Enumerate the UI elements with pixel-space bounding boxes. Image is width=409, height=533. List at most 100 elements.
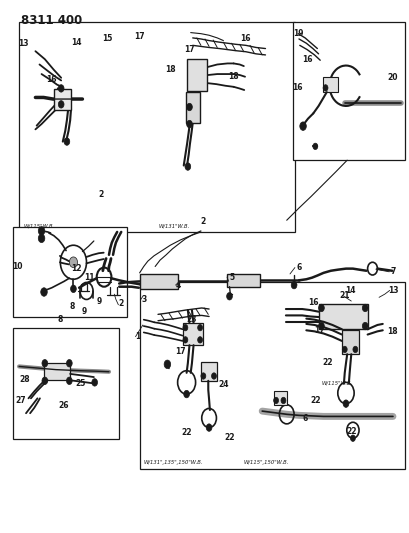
Text: W/115"W.B.: W/115"W.B. bbox=[321, 381, 352, 386]
Text: 27: 27 bbox=[16, 396, 26, 405]
Text: 8: 8 bbox=[57, 315, 63, 324]
Text: 22: 22 bbox=[346, 427, 357, 436]
Circle shape bbox=[69, 257, 77, 268]
Text: W/115"W.B.: W/115"W.B. bbox=[23, 223, 54, 228]
Circle shape bbox=[58, 85, 64, 92]
Text: W/131"W.B.: W/131"W.B. bbox=[157, 223, 189, 228]
Text: 17: 17 bbox=[175, 347, 185, 356]
Text: 12: 12 bbox=[71, 264, 81, 273]
Bar bbox=[43, 364, 70, 380]
Bar bbox=[273, 391, 286, 405]
Circle shape bbox=[186, 120, 192, 128]
Text: 17: 17 bbox=[184, 45, 194, 54]
Circle shape bbox=[226, 293, 232, 300]
Text: W/115",150"W.B.: W/115",150"W.B. bbox=[243, 460, 288, 465]
Circle shape bbox=[164, 360, 170, 368]
Text: 28: 28 bbox=[19, 375, 29, 384]
Circle shape bbox=[312, 143, 317, 150]
Circle shape bbox=[186, 103, 192, 111]
Circle shape bbox=[211, 373, 216, 379]
Text: 5: 5 bbox=[229, 273, 234, 281]
Circle shape bbox=[38, 227, 45, 235]
Text: 6: 6 bbox=[302, 414, 307, 423]
Text: 14: 14 bbox=[71, 38, 81, 47]
Circle shape bbox=[64, 138, 70, 146]
Bar bbox=[13, 328, 119, 439]
Circle shape bbox=[322, 85, 327, 91]
Text: 17: 17 bbox=[134, 33, 144, 42]
Circle shape bbox=[183, 390, 189, 398]
Bar bbox=[54, 90, 71, 110]
Text: 1: 1 bbox=[135, 332, 140, 341]
Bar bbox=[19, 22, 294, 232]
Text: 10: 10 bbox=[12, 262, 22, 271]
Circle shape bbox=[197, 337, 202, 343]
Text: 13: 13 bbox=[387, 286, 397, 295]
Text: 22: 22 bbox=[224, 433, 234, 442]
Circle shape bbox=[184, 163, 190, 170]
Text: 16: 16 bbox=[240, 35, 250, 44]
Text: 4: 4 bbox=[175, 280, 181, 289]
Text: 7: 7 bbox=[389, 268, 395, 276]
Bar bbox=[323, 77, 337, 92]
Text: 18: 18 bbox=[228, 71, 238, 80]
Circle shape bbox=[273, 397, 278, 403]
Text: W/131",135",150"W.B.: W/131",135",150"W.B. bbox=[144, 460, 203, 465]
Circle shape bbox=[342, 346, 346, 353]
Circle shape bbox=[206, 424, 211, 431]
Text: 22: 22 bbox=[321, 358, 332, 367]
Circle shape bbox=[58, 101, 64, 108]
Text: 16: 16 bbox=[46, 75, 57, 84]
Text: 21: 21 bbox=[339, 291, 349, 300]
Text: 15: 15 bbox=[101, 35, 112, 44]
Circle shape bbox=[66, 360, 72, 367]
Text: 3: 3 bbox=[141, 295, 146, 304]
Circle shape bbox=[342, 400, 348, 407]
Text: 8311 400: 8311 400 bbox=[21, 14, 82, 27]
Text: 9: 9 bbox=[96, 296, 101, 305]
Text: 6: 6 bbox=[296, 263, 301, 272]
Bar bbox=[13, 227, 127, 317]
Text: 13: 13 bbox=[18, 39, 28, 48]
Circle shape bbox=[42, 360, 47, 367]
Bar bbox=[292, 22, 404, 160]
Circle shape bbox=[350, 435, 355, 441]
Circle shape bbox=[38, 234, 45, 243]
Text: 2: 2 bbox=[98, 190, 103, 199]
Text: 11: 11 bbox=[84, 273, 95, 281]
Bar bbox=[200, 362, 217, 381]
Circle shape bbox=[92, 378, 97, 386]
Circle shape bbox=[197, 325, 202, 331]
Bar bbox=[318, 304, 367, 329]
Circle shape bbox=[182, 325, 187, 331]
Text: 22: 22 bbox=[309, 396, 320, 405]
Text: 20: 20 bbox=[387, 72, 397, 82]
Circle shape bbox=[40, 288, 47, 296]
Circle shape bbox=[66, 377, 72, 384]
Circle shape bbox=[318, 304, 324, 312]
Bar bbox=[182, 323, 202, 345]
Text: 25: 25 bbox=[75, 379, 85, 388]
Circle shape bbox=[182, 337, 187, 343]
Text: 8: 8 bbox=[70, 302, 75, 311]
Text: 22: 22 bbox=[181, 428, 191, 437]
Circle shape bbox=[362, 304, 367, 312]
Text: 23: 23 bbox=[186, 315, 197, 324]
Text: 9: 9 bbox=[82, 306, 87, 316]
Text: 18: 18 bbox=[386, 327, 396, 336]
Bar bbox=[139, 274, 178, 289]
Text: 26: 26 bbox=[58, 401, 69, 410]
Text: 2: 2 bbox=[118, 299, 124, 308]
Text: 14: 14 bbox=[344, 286, 355, 295]
Circle shape bbox=[318, 322, 324, 330]
Text: 2: 2 bbox=[200, 217, 205, 226]
Circle shape bbox=[70, 285, 76, 293]
Circle shape bbox=[362, 322, 367, 330]
Circle shape bbox=[280, 397, 285, 403]
Bar bbox=[139, 282, 404, 469]
Text: 16: 16 bbox=[307, 298, 318, 307]
Bar bbox=[185, 92, 200, 123]
Bar bbox=[186, 59, 207, 91]
Text: 17: 17 bbox=[313, 326, 324, 335]
Circle shape bbox=[352, 346, 357, 353]
